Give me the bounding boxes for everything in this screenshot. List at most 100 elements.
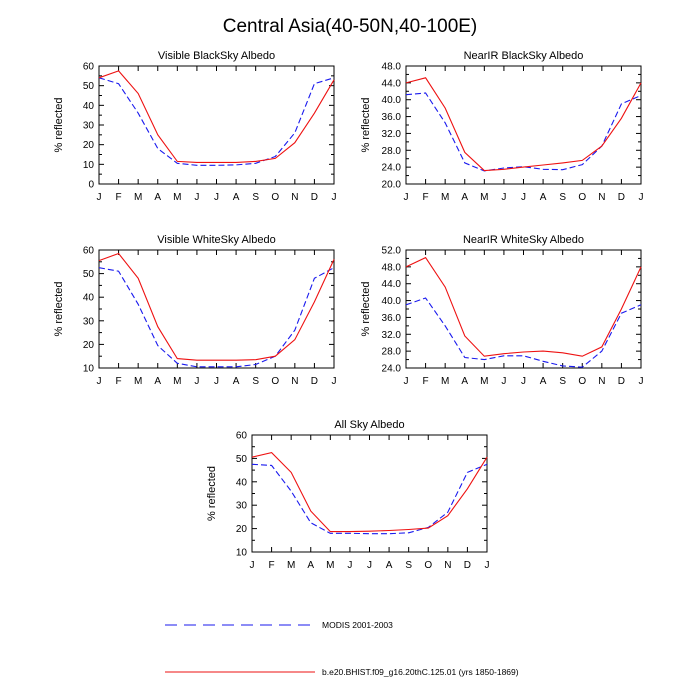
- x-tick-label: S: [559, 376, 566, 387]
- x-tick-label: M: [134, 376, 142, 387]
- x-tick-label: D: [311, 192, 318, 203]
- modis-series-line: [98, 77, 335, 166]
- x-tick-label: F: [423, 192, 429, 203]
- x-tick-label: A: [386, 560, 393, 571]
- y-tick-label: 32.0: [382, 129, 402, 140]
- x-tick-label: J: [97, 376, 102, 387]
- figure-title: Central Asia(40-50N,40-100E): [223, 16, 478, 37]
- x-tick-label: M: [480, 376, 488, 387]
- y-tick-label: 60: [83, 62, 95, 73]
- y-tick-label: 48.0: [382, 262, 402, 273]
- x-tick-label: J: [404, 376, 409, 387]
- x-tick-label: F: [116, 192, 122, 203]
- model-series-line: [405, 77, 642, 172]
- x-tick-label: M: [441, 376, 449, 387]
- x-tick-label: J: [367, 560, 372, 571]
- y-tick-label: 50: [236, 454, 248, 465]
- y-tick-label: 60: [236, 431, 248, 442]
- y-tick-label: 40: [83, 101, 95, 112]
- model-series-line: [405, 256, 642, 357]
- x-tick-label: J: [250, 560, 255, 571]
- y-axis-label: % reflected: [360, 281, 372, 336]
- x-tick-label: J: [194, 376, 199, 387]
- x-tick-label: D: [311, 376, 318, 387]
- x-tick-label: A: [233, 192, 240, 203]
- x-tick-label: N: [291, 192, 298, 203]
- x-tick-label: D: [464, 560, 471, 571]
- plot-frame: [98, 249, 335, 369]
- x-tick-label: F: [423, 376, 429, 387]
- model-series-line: [98, 252, 335, 361]
- x-tick-label: M: [173, 376, 181, 387]
- x-tick-label: M: [480, 192, 488, 203]
- y-tick-label: 28.0: [382, 146, 402, 157]
- x-tick-label: O: [578, 376, 586, 387]
- x-tick-label: D: [618, 376, 625, 387]
- x-tick-label: O: [424, 560, 432, 571]
- y-tick-label: 20: [236, 524, 248, 535]
- y-tick-label: 20.0: [382, 180, 402, 191]
- x-tick-label: S: [252, 192, 259, 203]
- y-tick-label: 24.0: [382, 364, 402, 375]
- x-tick-label: J: [214, 376, 219, 387]
- y-tick-label: 24.0: [382, 163, 402, 174]
- x-tick-label: J: [501, 376, 506, 387]
- panel-title: All Sky Albedo: [334, 419, 404, 431]
- y-tick-label: 30: [83, 121, 95, 132]
- y-axis-label: % reflected: [206, 466, 218, 521]
- x-tick-label: A: [461, 376, 468, 387]
- y-tick-label: 40.0: [382, 95, 402, 106]
- y-axis-label: % reflected: [53, 281, 65, 336]
- x-tick-label: M: [134, 192, 142, 203]
- y-tick-label: 10: [83, 160, 95, 171]
- x-tick-label: A: [154, 192, 161, 203]
- plot-frame: [251, 434, 488, 553]
- y-tick-label: 28.0: [382, 347, 402, 358]
- y-tick-label: 50: [83, 269, 95, 280]
- x-tick-label: J: [97, 192, 102, 203]
- x-tick-label: J: [332, 192, 337, 203]
- x-tick-label: M: [441, 192, 449, 203]
- x-tick-label: N: [598, 192, 605, 203]
- y-tick-label: 40.0: [382, 296, 402, 307]
- x-tick-label: J: [639, 376, 644, 387]
- chart-panel-3: Visible WhiteSky Albedo % reflected J F M A M J…: [53, 234, 337, 387]
- x-tick-label: D: [618, 192, 625, 203]
- y-tick-label: 10: [236, 548, 248, 559]
- modis-series-line: [251, 463, 488, 535]
- x-tick-label: A: [540, 192, 547, 203]
- y-tick-label: 60: [83, 246, 95, 257]
- x-tick-label: O: [271, 192, 279, 203]
- y-tick-label: 50: [83, 81, 95, 92]
- y-tick-label: 48.0: [382, 62, 402, 73]
- y-tick-label: 44.0: [382, 78, 402, 89]
- x-tick-label: A: [233, 376, 240, 387]
- x-tick-label: J: [501, 192, 506, 203]
- x-tick-label: S: [559, 192, 566, 203]
- y-tick-label: 30: [83, 316, 95, 327]
- x-tick-label: F: [116, 376, 122, 387]
- x-tick-label: J: [404, 192, 409, 203]
- y-tick-label: 0: [88, 180, 94, 191]
- model-series-line: [98, 70, 335, 163]
- x-tick-label: N: [598, 376, 605, 387]
- x-tick-label: J: [485, 560, 490, 571]
- panel-title: Visible WhiteSky Albedo: [157, 234, 275, 246]
- chart-panel-2: NearIR BlackSky Albedo % reflected J F M A M J J…: [360, 50, 644, 203]
- x-tick-label: M: [173, 192, 181, 203]
- modis-series-line: [405, 297, 642, 368]
- plot-frame: [405, 249, 642, 369]
- y-tick-label: 36.0: [382, 313, 402, 324]
- y-tick-label: 10: [83, 364, 95, 375]
- x-tick-label: M: [326, 560, 334, 571]
- x-tick-label: A: [461, 192, 468, 203]
- y-tick-label: 40: [83, 293, 95, 304]
- panel-title: NearIR WhiteSky Albedo: [463, 234, 584, 246]
- x-tick-label: J: [214, 192, 219, 203]
- x-tick-label: N: [444, 560, 451, 571]
- plot-frame: [98, 65, 335, 185]
- y-tick-label: 20: [83, 340, 95, 351]
- x-tick-label: F: [269, 560, 275, 571]
- x-tick-label: A: [154, 376, 161, 387]
